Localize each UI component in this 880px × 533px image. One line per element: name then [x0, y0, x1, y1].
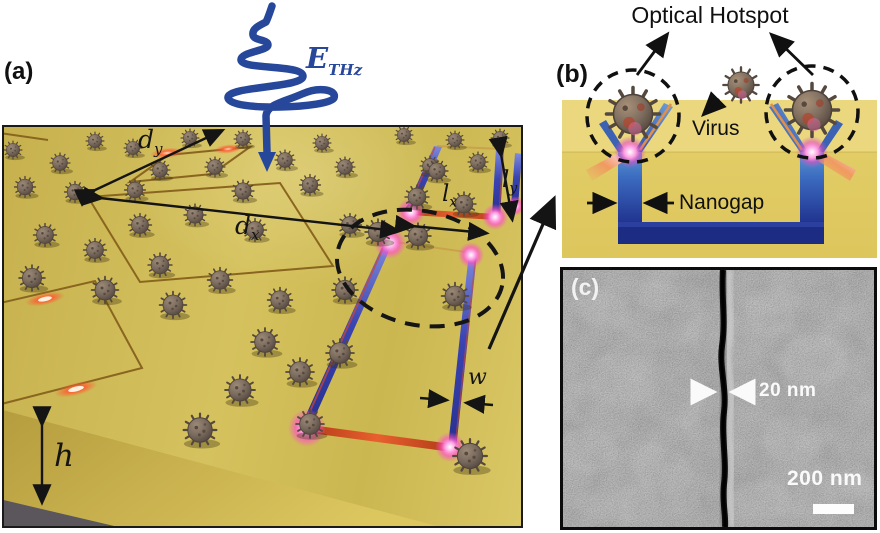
panel-c-label: (c) — [571, 274, 600, 300]
virus-middle — [722, 66, 760, 104]
thz-field-label: ETHz — [306, 41, 363, 79]
hotspot-circle-left — [585, 68, 681, 164]
panel-b-arrows — [587, 31, 814, 215]
panel-b-label: (b) — [556, 60, 588, 88]
w-arrow-right — [463, 394, 494, 414]
dim-label-dy: dy — [138, 125, 163, 158]
scale-bar — [813, 504, 854, 514]
panel-a-label: (a) — [4, 58, 34, 85]
lx-arrow — [394, 214, 490, 241]
scale-bar-label: 200 nm — [787, 467, 863, 490]
hotspot-circle-right — [764, 64, 860, 160]
virus-annotation: Virus — [692, 117, 740, 140]
dim-label-dx: dx — [235, 211, 260, 244]
sem-image — [563, 270, 874, 527]
w-arrow-left — [419, 389, 450, 409]
panel-c-sem: (c) 20 nm 200 nm — [560, 267, 877, 530]
gap-width-label: 20 nm — [759, 380, 817, 401]
dim-label-ly: ly — [502, 167, 518, 197]
panel-b-crosssection: Optical Hotspot (b) — [540, 0, 880, 266]
gap-flare-right — [769, 103, 856, 181]
panel-b-drawing — [562, 31, 877, 258]
nanogap-annotation: Nanogap — [679, 191, 765, 214]
hotspot-arrow-right — [768, 32, 814, 77]
dim-label-h: h — [54, 438, 74, 474]
dimension-arrows — [32, 128, 519, 506]
dx-arrow — [82, 186, 402, 239]
dim-label-w: w — [468, 365, 487, 390]
hotspot-arrow-left — [635, 31, 670, 76]
dy-arrow — [73, 128, 226, 207]
dim-label-lx: lx — [442, 181, 458, 211]
sem-nanogap-line — [716, 270, 736, 527]
virus-arrow — [701, 91, 727, 117]
panel-a-scene: dy dx lx ly w h — [2, 125, 523, 528]
optical-hotspot-label: Optical Hotspot — [631, 2, 789, 28]
slab-front-face — [4, 410, 437, 526]
